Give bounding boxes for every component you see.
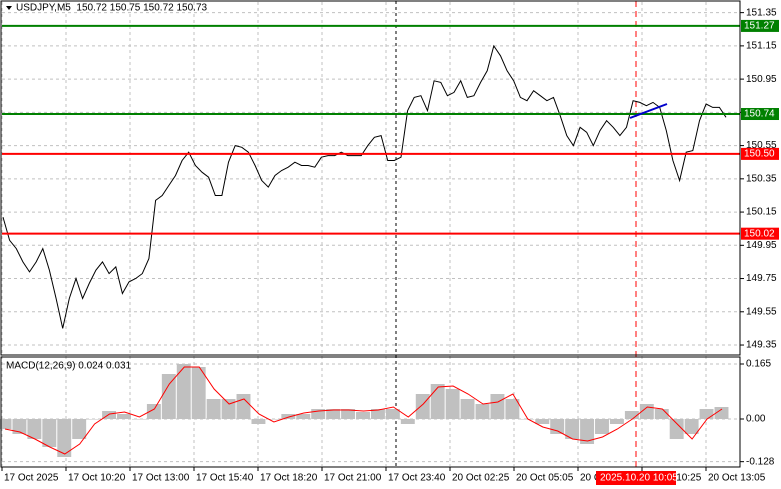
x-tick-label: 17 Oct 13:00 <box>132 473 190 484</box>
macd-bar <box>87 419 102 420</box>
macd-bar <box>475 404 490 419</box>
level-label: 150.02 <box>744 228 775 239</box>
x-tick-label: 17 Oct 2025 <box>4 473 59 484</box>
macd-bar <box>311 409 326 419</box>
macd-bar <box>356 412 370 419</box>
macd-bar <box>281 414 296 419</box>
macd-bar <box>415 394 430 419</box>
x-tick-label: 17 Oct 10:20 <box>68 473 126 484</box>
main-panel-border <box>0 0 741 356</box>
macd-bar <box>550 419 565 434</box>
macd-bar <box>669 419 684 439</box>
macd-bar <box>400 419 415 424</box>
x-tick-label: 17 Oct 15:40 <box>196 473 254 484</box>
y-tick-label: 149.55 <box>746 306 777 317</box>
macd-panel-border <box>0 356 741 468</box>
macd-bar <box>296 414 311 419</box>
x-tick-label: 20 Oct 02:25 <box>452 473 510 484</box>
x-tick-label: 20 Oct 13:05 <box>708 473 766 484</box>
macd-bar <box>176 364 191 419</box>
y-tick-label: 149.35 <box>746 340 777 351</box>
macd-bar <box>131 419 146 420</box>
x-tick-label: 17 Oct 18:20 <box>260 473 318 484</box>
macd-bar <box>341 409 356 419</box>
macd-bar <box>714 407 729 419</box>
y-tick-label: 150.95 <box>746 74 777 85</box>
level-label-box <box>741 227 779 240</box>
macd-bar <box>370 409 385 419</box>
macd-bar <box>609 419 624 424</box>
macd-bar <box>565 419 580 439</box>
y-tick-label: 151.35 <box>746 7 777 18</box>
macd-bar <box>251 419 266 424</box>
x-tick-label: 17 Oct 21:00 <box>324 473 382 484</box>
y-tick-label: 150.35 <box>746 173 777 184</box>
macd-bar <box>117 414 131 419</box>
macd-bar <box>699 409 714 419</box>
y-tick-label: 149.75 <box>746 273 777 284</box>
signal-line <box>4 366 723 455</box>
macd-bar <box>57 419 72 457</box>
trend-line <box>629 103 668 119</box>
macd-bar <box>460 399 475 419</box>
menu-triangle <box>6 6 12 10</box>
level-label: 150.50 <box>744 149 775 160</box>
macd-bar <box>27 419 42 439</box>
macd-bar <box>624 411 639 419</box>
macd-bar <box>102 411 117 419</box>
x-tick-label: 17 Oct 23:40 <box>388 473 446 484</box>
level-label: 151.27 <box>744 21 775 32</box>
y-tick-label: 151.15 <box>746 41 777 52</box>
macd-bar <box>161 374 176 419</box>
macd-bar <box>236 394 251 419</box>
macd-bar <box>0 419 12 429</box>
y-tick-label: 150.15 <box>746 207 777 218</box>
macd-bar <box>505 399 520 419</box>
macd-bar <box>42 419 57 447</box>
macd-bar <box>520 419 535 420</box>
macd-bar <box>595 419 609 434</box>
macd-bar <box>684 419 699 434</box>
x-tick-label: 20 Oct 05:05 <box>516 473 574 484</box>
macd-bar <box>535 419 550 424</box>
macd-bar <box>490 394 505 419</box>
y-tick-label: 149.95 <box>746 240 777 251</box>
macd-bar <box>266 419 281 420</box>
y-tick-label: 150.55 <box>746 140 777 151</box>
level-label-box <box>741 19 779 32</box>
level-label-box <box>741 108 779 121</box>
chart-title: USDJPY,M5 150.72 150.75 150.72 150.73 <box>16 3 208 14</box>
macd-bar <box>206 399 221 419</box>
level-label-box <box>741 147 779 160</box>
price-line <box>2 44 727 329</box>
macd-bar <box>445 389 460 419</box>
cursor-label: 2025.10.20 10:05 <box>600 473 678 484</box>
cursor-label-box <box>596 471 676 485</box>
macd-bar <box>326 409 341 419</box>
macd-bar <box>72 419 87 439</box>
y-tick-label: 0.00 <box>746 414 766 425</box>
macd-bar <box>580 419 595 444</box>
y-tick-label: -0.128 <box>746 456 775 467</box>
macd-bar <box>191 367 206 419</box>
level-label: 150.74 <box>744 109 775 120</box>
macd-bar <box>221 399 236 419</box>
y-tick-label: 0.165 <box>746 359 771 370</box>
macd-bar <box>654 409 669 419</box>
macd-bar <box>12 419 27 434</box>
label-layer: 151.35151.15150.95150.75150.55150.35150.… <box>1 7 779 484</box>
mark-layer <box>0 24 740 457</box>
macd-bar <box>385 409 400 419</box>
macd-bar <box>146 404 161 419</box>
macd-bar <box>430 384 445 419</box>
macd-title: MACD(12,26,9) 0.024 0.031 <box>6 361 132 372</box>
